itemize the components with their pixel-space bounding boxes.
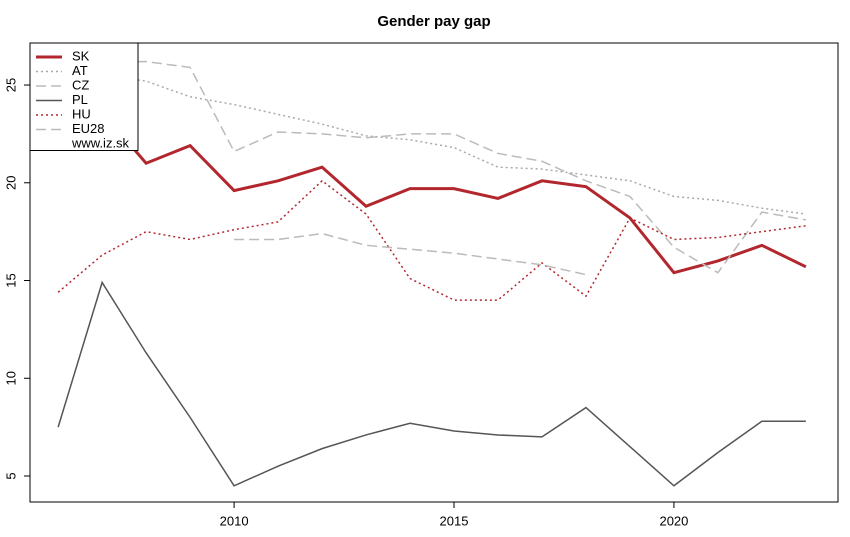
legend-box bbox=[29, 42, 139, 151]
x-tick-label: 2020 bbox=[659, 513, 688, 528]
y-tick-label: 5 bbox=[3, 472, 18, 479]
legend-label: EU28 bbox=[72, 121, 105, 136]
source-label: www.iz.sk bbox=[71, 135, 130, 150]
legend-label: SK bbox=[72, 48, 90, 63]
legend-label: CZ bbox=[72, 77, 89, 92]
y-tick-label: 10 bbox=[3, 371, 18, 385]
legend-label: AT bbox=[72, 63, 88, 78]
legend-label: HU bbox=[72, 106, 91, 121]
series-line bbox=[234, 232, 587, 276]
chart-title: Gender pay gap bbox=[377, 13, 490, 30]
plot-frame bbox=[29, 42, 839, 503]
x-tick-label: 2010 bbox=[220, 513, 249, 528]
y-tick-label: 20 bbox=[3, 176, 18, 190]
y-tick-label: 15 bbox=[3, 273, 18, 287]
x-tick-label: 2015 bbox=[440, 513, 469, 528]
series-line bbox=[57, 60, 807, 274]
series-line bbox=[57, 68, 807, 275]
series-line bbox=[57, 179, 806, 301]
legend-label: PL bbox=[72, 92, 88, 107]
y-tick-label: 25 bbox=[3, 78, 18, 92]
series-line bbox=[57, 280, 806, 487]
series-line bbox=[58, 74, 806, 215]
